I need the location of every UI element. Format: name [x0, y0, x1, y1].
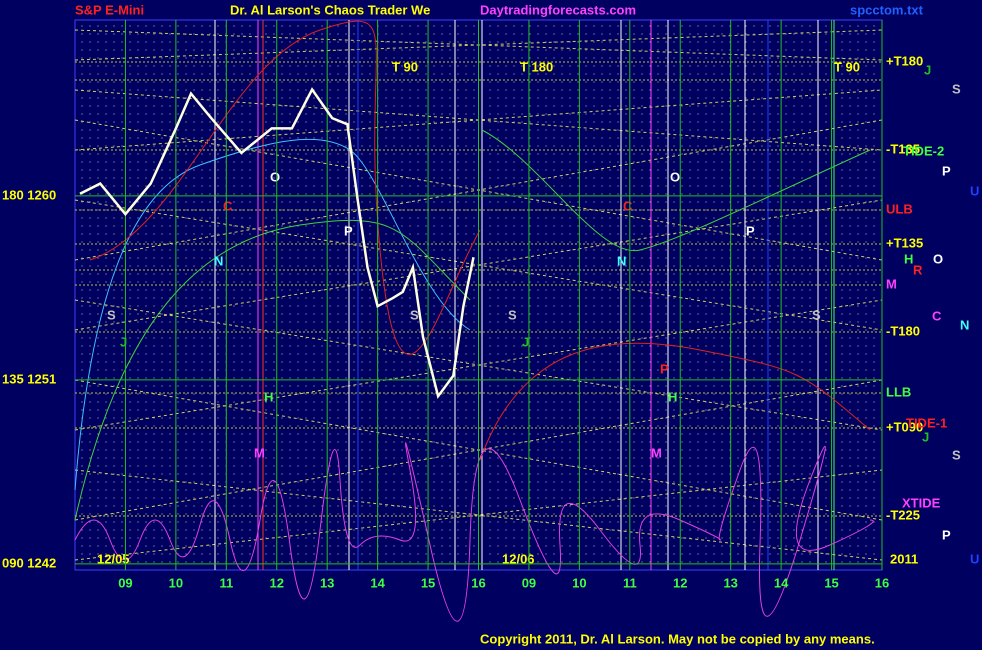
annotation: M	[651, 445, 662, 460]
right-label: -T180	[886, 323, 920, 338]
annotation: C	[223, 198, 233, 213]
top-label: T 90	[392, 59, 418, 74]
right-label: LLB	[886, 384, 911, 399]
price-line	[79, 87, 475, 400]
side-label: N	[960, 317, 969, 332]
side-label: R	[913, 262, 923, 277]
annotation: N	[214, 253, 223, 268]
annotation: S	[812, 307, 821, 322]
file-name: spcctom.txt	[850, 2, 924, 17]
annotation: S	[508, 307, 517, 322]
side-label: S	[952, 447, 961, 462]
envelope	[89, 20, 871, 461]
annotation: P	[746, 223, 755, 238]
side-label: C	[932, 308, 942, 323]
x-tick-label: 10	[169, 575, 183, 590]
x-tick-label: 15	[824, 575, 838, 590]
annotation: C	[623, 198, 633, 213]
date-label: 12/05	[97, 551, 130, 566]
x-tick-label: 12	[270, 575, 284, 590]
x-tick-label: 16	[471, 575, 485, 590]
title: S&P E-Mini	[75, 2, 144, 17]
y-tick-label: 135 1251	[2, 371, 56, 386]
copyright: Copyright 2011, Dr. Al Larson. May not b…	[480, 631, 875, 646]
annotation: M	[254, 445, 265, 460]
right-label: +T180	[886, 53, 923, 68]
annotation: S	[410, 307, 419, 322]
moving-average	[74, 129, 871, 521]
x-tick-label: 09	[118, 575, 132, 590]
x-tick-label: 14	[370, 575, 385, 590]
oscillator	[74, 442, 874, 622]
x-tick-label: 10	[572, 575, 586, 590]
annotation: O	[270, 169, 280, 184]
site: Daytradingforecasts.com	[480, 2, 636, 17]
annotation: P	[344, 223, 353, 238]
x-tick-label: 12	[673, 575, 687, 590]
right-label: -T135	[886, 141, 920, 156]
y-tick-label: 090 1242	[2, 555, 56, 570]
y-tick-label: 180 1260	[2, 187, 56, 202]
right-label: -T225	[886, 507, 920, 522]
right-label: M	[886, 276, 897, 291]
subtitle: Dr. Al Larson's Chaos Trader We	[230, 2, 430, 17]
side-label: TIDE-1	[906, 415, 947, 430]
right-label: +T135	[886, 235, 923, 250]
x-tick-label: 09	[522, 575, 536, 590]
side-label: J	[924, 62, 931, 77]
side-label: U	[970, 183, 979, 198]
side-label: U	[970, 551, 979, 566]
date-label: 2011	[890, 551, 918, 566]
side-label: P	[942, 163, 951, 178]
side-label: TIDE-2	[903, 143, 944, 158]
annotation: J	[522, 334, 529, 349]
x-tick-label: 11	[623, 575, 637, 590]
x-tick-label: 15	[421, 575, 435, 590]
x-tick-label: 13	[320, 575, 334, 590]
x-tick-label: 16	[875, 575, 889, 590]
x-tick-label: 13	[723, 575, 737, 590]
side-label: J	[922, 429, 929, 444]
annotation: J	[120, 334, 127, 349]
side-label: XTIDE	[902, 495, 941, 510]
side-label: S	[952, 81, 961, 96]
annotation: H	[264, 389, 273, 404]
side-label: P	[942, 527, 951, 542]
right-label: ULB	[886, 201, 913, 216]
side-label: H	[904, 251, 913, 266]
side-label: O	[933, 251, 943, 266]
annotation: P	[660, 361, 669, 376]
x-tick-label: 11	[219, 575, 233, 590]
annotation: S	[107, 307, 116, 322]
annotation: N	[617, 253, 626, 268]
annotation: O	[670, 169, 680, 184]
date-label: 12/06	[502, 551, 535, 566]
x-tick-label: 14	[774, 575, 789, 590]
top-label: T 90	[834, 59, 860, 74]
right-label: +T090	[886, 419, 923, 434]
annotation: H	[668, 389, 677, 404]
top-label: T 180	[520, 59, 553, 74]
